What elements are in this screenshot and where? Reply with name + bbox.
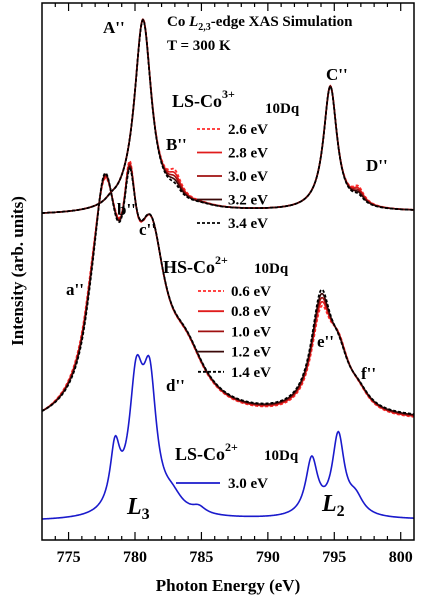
y-axis-title: Intensity (arb. units) <box>8 196 27 346</box>
panel-label-hs-co2-main: HS-Co <box>163 257 215 277</box>
panel-label-ls-co2-main: LS-Co <box>175 444 225 464</box>
legend-header-bottom: 10Dq <box>264 448 299 464</box>
x-tick-label: 790 <box>256 549 280 566</box>
legend-label-0-1: 2.8 eV <box>228 146 268 162</box>
x-tick-label: 780 <box>123 549 147 566</box>
legends: 2.6 eV 2.8 eV 3.0 eV 3.2 eV 3.4 eV 0.6 eV 0.8 … <box>176 122 271 492</box>
panel-label-ls-co2-sup: 2+ <box>225 440 238 454</box>
series-line-HS-Co2+-4 <box>41 167 415 415</box>
legend-label-0-3: 3.2 eV <box>228 193 268 209</box>
legend-label-1-3: 1.2 eV <box>231 345 271 361</box>
legend-header-top: 10Dq <box>265 101 300 117</box>
legend-label-0-0: 2.6 eV <box>228 122 268 138</box>
title-subscript: 2,3 <box>198 22 211 33</box>
title-prefix: Co <box>167 14 189 30</box>
chart-subtitle: T = 300 K <box>167 38 231 54</box>
edge-label-L2-L: L <box>321 491 337 517</box>
plot-frame <box>41 2 415 541</box>
title-suffix: -edge XAS Simulation <box>211 14 353 30</box>
peak-label-f: f'' <box>361 364 376 383</box>
panel-label-hs-co2: HS-Co2+ <box>163 253 228 277</box>
peak-label-d: d'' <box>166 376 185 395</box>
spectra-curves <box>41 17 415 520</box>
edge-label-L2: L2 <box>321 491 345 520</box>
series-line-LS-Co3+-4 <box>41 18 415 214</box>
edge-label-L3-L: L <box>126 494 142 520</box>
x-axis-title: Photon Energy (eV) <box>156 576 300 595</box>
series-line-LS-Co3+-0 <box>41 17 415 214</box>
panel-label-ls-co3-sup: 3+ <box>222 87 235 101</box>
legend-header-middle: 10Dq <box>254 261 289 277</box>
panel-label-ls-co2: LS-Co2+ <box>175 440 238 464</box>
peak-label-a: a'' <box>66 280 84 299</box>
legend-label-1-1: 0.8 eV <box>231 304 271 320</box>
peak-label-e: e'' <box>317 332 334 351</box>
legend-label-2-0: 3.0 eV <box>228 476 268 492</box>
peak-label-A: A'' <box>103 18 125 37</box>
x-tick-label: 775 <box>57 549 81 566</box>
edge-label-L3: L3 <box>126 494 150 523</box>
x-tick-label: 800 <box>389 549 413 566</box>
panel-label-ls-co3-main: LS-Co <box>172 91 222 111</box>
peak-label-B: B'' <box>166 135 187 154</box>
edge-label-L2-sub: 2 <box>337 503 345 520</box>
panel-label-ls-co3: LS-Co3+ <box>172 87 235 111</box>
legend-label-0-4: 3.4 eV <box>228 216 268 232</box>
legend-label-1-2: 1.0 eV <box>231 324 271 340</box>
legend-label-1-0: 0.6 eV <box>231 284 271 300</box>
series-line-LS-Co2+-0 <box>41 353 415 520</box>
peak-label-C: C'' <box>326 65 348 84</box>
legend-label-0-2: 3.0 eV <box>228 169 268 185</box>
title-L: L <box>188 14 198 30</box>
x-tick-label: 795 <box>322 549 346 566</box>
peak-label-b: b'' <box>117 200 136 219</box>
panel-label-hs-co2-sup: 2+ <box>215 253 228 267</box>
chart-title: Co L2,3-edge XAS Simulation <box>167 14 353 33</box>
peak-label-D: D'' <box>366 156 388 175</box>
x-tick-label: 785 <box>189 549 213 566</box>
legend-label-1-4: 1.4 eV <box>231 365 271 381</box>
axis-ticks: 775 780 785 790 795 800 <box>54 3 413 566</box>
peak-label-c: c'' <box>139 220 156 239</box>
edge-label-L3-sub: 3 <box>142 506 150 523</box>
